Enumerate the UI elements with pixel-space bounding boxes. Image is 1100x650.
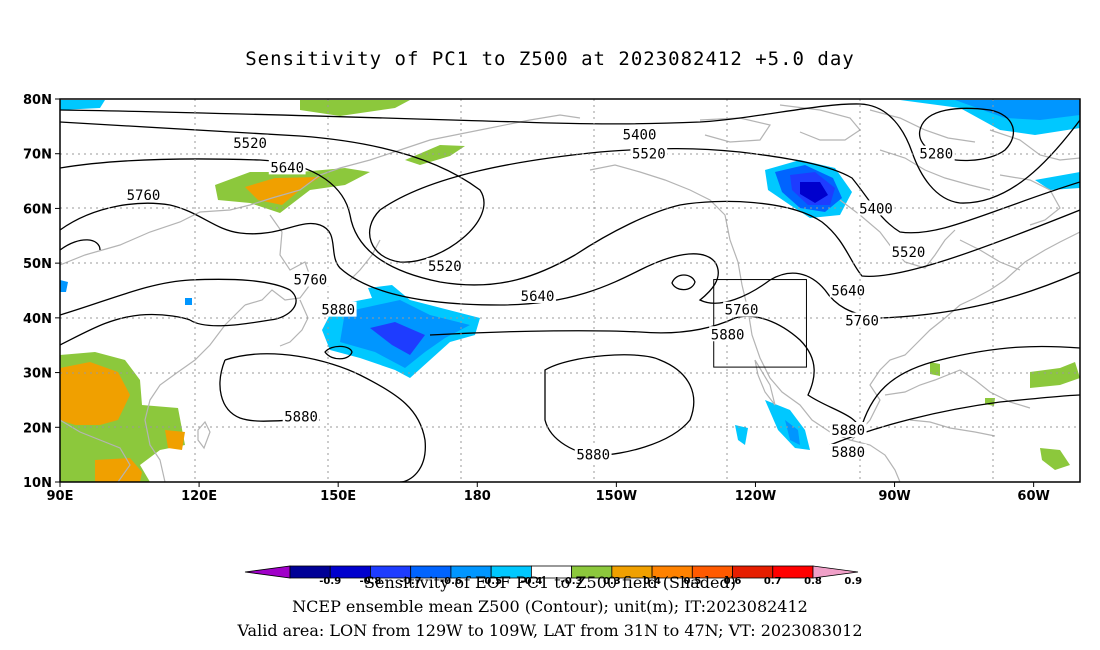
contour-label: 5760 (294, 273, 328, 289)
contour-label: 5520 (632, 147, 666, 163)
colorbar-label: 0.8 (804, 576, 822, 587)
contour-label-bg (231, 134, 269, 150)
colorbar-arrow-high (812, 565, 859, 579)
colorbar-label: 0.3 (603, 576, 621, 587)
lat-tick-label: 20N (23, 421, 52, 436)
contour-label-bg (621, 126, 658, 142)
contour-label-bg (319, 301, 357, 317)
contour-label: 5880 (831, 423, 865, 439)
lon-tick-label: 150W (596, 489, 637, 504)
contour-label: 5400 (623, 128, 657, 144)
lon-tick-label: 120W (735, 489, 776, 504)
contour-label-bg (630, 145, 668, 161)
colorbar-label: 0.5 (683, 576, 701, 587)
contour-label-bg (829, 443, 867, 459)
colorbar-label: -0.7 (400, 576, 422, 587)
contour-label-bg (125, 186, 162, 202)
contour-label-bg (426, 257, 464, 273)
map-title: Sensitivity of PC1 to Z500 at 2023082412… (245, 48, 855, 70)
map-frame (59, 98, 1081, 483)
grid-lines (60, 99, 1080, 482)
contour-label-bg (519, 287, 556, 303)
contour-label: 5640 (521, 289, 555, 305)
lat-tick-label: 50N (23, 257, 52, 272)
contour-label-bg (709, 326, 747, 342)
sensitivity-shading (60, 100, 1080, 482)
contour-label-bg (282, 408, 320, 424)
lon-tick-label: 90W (878, 489, 910, 504)
contour-label-bg (829, 282, 867, 298)
lat-tick-label: 40N (23, 312, 52, 327)
lon-tick-label: 90E (47, 489, 74, 504)
colorbar-label: 0.9 (844, 576, 862, 587)
lat-tick-label: 80N (23, 93, 52, 108)
colorbar-label: -0.3 (561, 576, 583, 587)
colorbar-label: 0.7 (764, 576, 782, 587)
contour-label-bg (723, 301, 760, 317)
colorbar-label: -0.8 (360, 576, 382, 587)
colorbar-label: -0.5 (480, 576, 502, 587)
contour-label: 5640 (831, 284, 865, 300)
contour-label-bg (843, 312, 881, 328)
contour-label: 5520 (428, 259, 462, 275)
contour-label-bg (268, 159, 306, 175)
colorbar-label: -0.9 (319, 576, 341, 587)
lat-tick-label: 60N (23, 202, 52, 217)
lon-tick-label: 60W (1017, 489, 1049, 504)
lat-tick-label: 30N (23, 367, 52, 382)
lon-tick-label: 150E (320, 489, 356, 504)
contour-label: 5400 (859, 201, 893, 217)
colorbar: -0.9 -0.8 -0.7 -0.6 -0.5 -0.4 -0.3 0.3 0.4 0.5 0.6… (244, 565, 862, 587)
contour-label-bg (857, 200, 895, 216)
footer-line-1: NCEP ensemble mean Z500 (Contour); unit(… (292, 597, 808, 616)
contour-label-bg (890, 244, 927, 260)
contour-label: 5520 (233, 136, 267, 152)
colorbar-caption: Sensitivity of EOF PC1 to Z500 field (Sh… (364, 573, 736, 592)
longitude-axis: 90E 120E 150E 180 150W 120W 90W 60W (47, 482, 1050, 504)
contour-label: 5880 (284, 409, 318, 425)
lon-tick-label: 180 (464, 489, 491, 504)
contour-label: 5880 (711, 327, 745, 343)
contour-label-bg (291, 271, 329, 287)
contour-label: 5880 (321, 303, 355, 319)
valid-area-box (713, 279, 807, 368)
footer-line-2: Valid area: LON from 129W to 109W, LAT f… (237, 621, 863, 640)
lon-tick-label: 120E (181, 489, 217, 504)
lat-tick-label: 10N (23, 476, 52, 491)
colorbar-label: -0.6 (440, 576, 462, 587)
contour-label: 5520 (892, 245, 926, 261)
contour-label: 5760 (725, 303, 759, 319)
contour-label-bg (574, 446, 612, 462)
colorbar-label: 0.6 (724, 576, 742, 587)
lat-tick-label: 70N (23, 148, 52, 163)
contour-label: 5880 (831, 445, 865, 461)
colorbar-label: -0.4 (520, 576, 542, 587)
contour-label: 5760 (845, 314, 879, 330)
contour-label: 5760 (127, 188, 161, 204)
contour-label-bg (829, 422, 867, 438)
contour-label: 5640 (270, 160, 304, 176)
colorbar-label: 0.4 (643, 576, 661, 587)
latitude-axis: 80N 70N 60N 50N 40N 30N 20N 10N (23, 93, 60, 491)
contour-label-bg (917, 145, 955, 161)
contour-label: 5280 (919, 147, 953, 163)
contour-label: 5880 (576, 448, 610, 464)
